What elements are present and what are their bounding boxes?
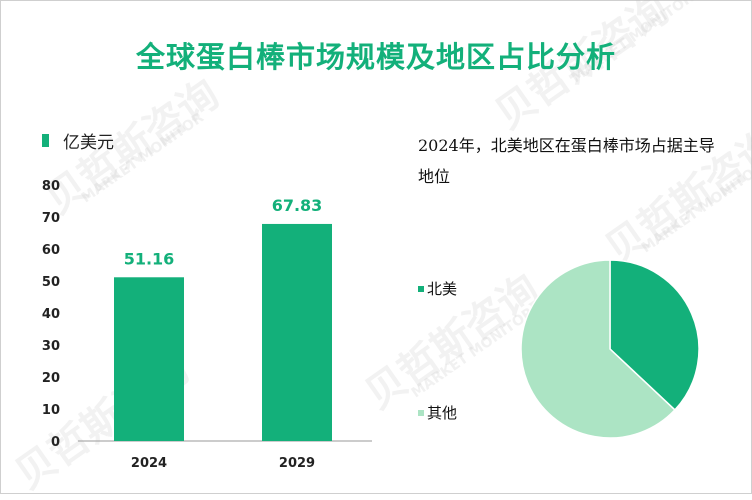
bar-legend-swatch [42, 134, 49, 147]
bar-legend-label: 亿美元 [63, 133, 114, 153]
pie-slice-north-america [609, 259, 700, 411]
pie-legend-swatch [418, 409, 424, 416]
bar-value-label: 51.16 [124, 249, 175, 268]
x-tick-label: 2029 [279, 456, 315, 471]
y-tick-label: 80 [42, 179, 60, 194]
pie-slice-other [520, 259, 676, 439]
bar-2024 [114, 277, 184, 441]
pie-legend-label: 北美 [427, 280, 458, 298]
x-tick-label: 2024 [131, 456, 167, 471]
pie-legend-swatch [418, 285, 424, 292]
y-tick-label: 70 [42, 211, 60, 226]
y-tick-label: 10 [42, 403, 60, 418]
y-tick-label: 50 [42, 275, 60, 290]
pie-note: 2024年，北美地区在蛋白棒市场占据主导地位 [418, 136, 715, 186]
y-tick-label: 40 [42, 307, 60, 322]
bar-2029 [262, 223, 332, 441]
pie-legend-item-other: 其他 [418, 402, 457, 423]
y-tick-label: 60 [42, 243, 60, 258]
bar-value-label: 67.83 [272, 196, 323, 215]
chart-title: 全球蛋白棒市场规模及地区占比分析 [135, 40, 616, 74]
pie-legend-label: 其他 [427, 404, 458, 422]
y-tick-label: 0 [51, 435, 60, 450]
y-tick-label: 30 [42, 339, 60, 354]
y-tick-label: 20 [42, 371, 60, 386]
pie-legend-item-north-america: 北美 [418, 278, 457, 299]
bar-legend: 亿美元 [42, 128, 114, 153]
